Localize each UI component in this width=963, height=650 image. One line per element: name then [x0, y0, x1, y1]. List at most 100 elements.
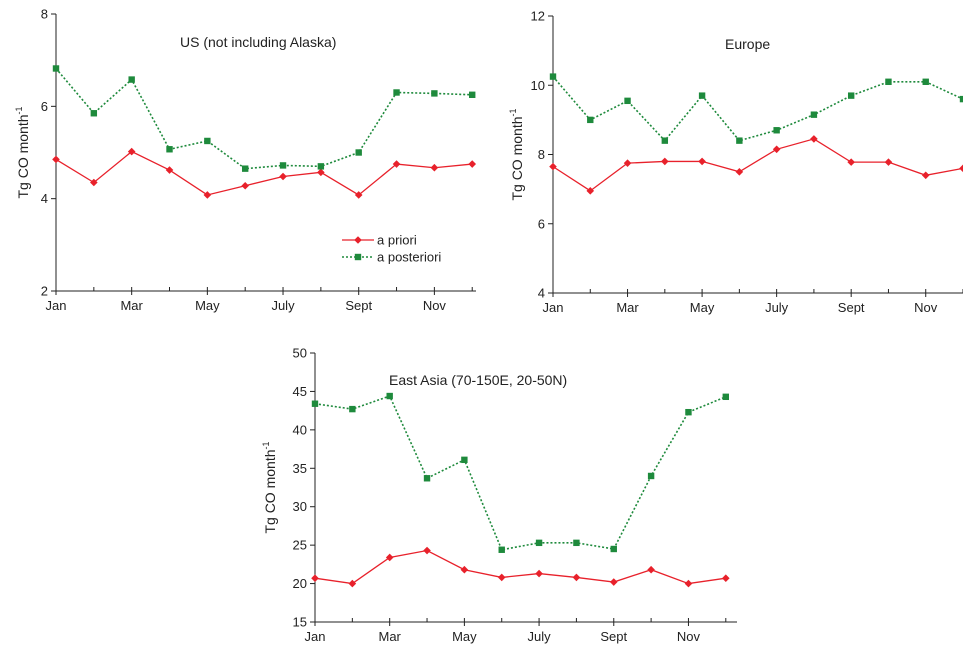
a-posteriori-point: [535, 539, 543, 547]
a-posteriori-point: [279, 162, 287, 169]
chart-2: 4 6 8 10 12 Jan Mar May July Sept Nov Europe Tg CO m…: [508, 9, 963, 315]
x-tick-label: July: [528, 629, 552, 644]
a-priori-point: [241, 181, 249, 190]
y-tick-label: 30: [293, 499, 307, 514]
a-posteriori-point: [959, 95, 963, 103]
a-priori-point: [735, 168, 744, 176]
y-tick-label: 15: [293, 615, 307, 630]
a-posteriori-point: [386, 392, 393, 400]
legend-marker: [354, 236, 362, 244]
a-priori-point: [52, 155, 60, 164]
y-tick-label: 35: [293, 461, 307, 476]
a-posteriori-line: [314, 395, 727, 551]
a-priori-point: [609, 578, 618, 586]
x-tick-label: Mar: [616, 300, 639, 315]
y-axis-label: Tg CO month-1: [14, 106, 31, 198]
a-posteriori-point: [204, 137, 211, 145]
a-priori-point: [165, 166, 174, 174]
a-priori-point: [772, 145, 781, 154]
x-tick-label: Sept: [345, 298, 372, 313]
a-priori-line: [314, 549, 726, 585]
a-posteriori-point: [469, 91, 476, 98]
x-tick-label: Nov: [423, 298, 447, 313]
a-posteriori-point: [52, 65, 60, 72]
a-posteriori-point: [461, 456, 468, 464]
y-tick-label: 8: [41, 7, 48, 22]
a-posteriori-point: [773, 127, 780, 134]
a-priori-point: [423, 546, 431, 555]
a-priori-point: [203, 191, 212, 199]
x-tick-label: Sept: [600, 629, 627, 644]
a-posteriori-point: [661, 137, 669, 144]
a-priori-point: [317, 168, 325, 177]
a-posteriori-point: [685, 408, 692, 416]
x-tick-label: Sept: [838, 300, 865, 315]
a-priori-point: [90, 178, 98, 187]
y-tick-label: 40: [293, 422, 307, 437]
a-priori-point: [549, 162, 557, 171]
a-posteriori-point: [166, 146, 173, 153]
x-tick-label: Nov: [914, 300, 938, 315]
a-posteriori-point: [393, 89, 400, 96]
a-priori-point: [586, 187, 595, 195]
a-posteriori-point: [128, 76, 135, 83]
a-posteriori-point: [885, 78, 892, 85]
y-tick-label: 12: [531, 9, 545, 24]
a-posteriori-point: [317, 163, 325, 170]
a-posteriori-point: [573, 539, 580, 547]
x-tick-label: Mar: [120, 298, 143, 313]
a-posteriori-point: [241, 165, 249, 172]
y-tick-label: 4: [41, 191, 48, 206]
a-posteriori-point: [90, 110, 98, 117]
x-tick-label: July: [271, 298, 295, 313]
chart-title: East Asia (70-150E, 20-50N): [389, 372, 567, 388]
a-priori-point: [684, 579, 693, 588]
y-tick-label: 25: [293, 538, 307, 553]
y-tick-label: 6: [41, 99, 48, 114]
a-posteriori-point: [624, 97, 631, 105]
a-priori-point: [810, 135, 818, 143]
a-posteriori-point: [423, 475, 431, 482]
a-posteriori-point: [587, 116, 594, 124]
a-priori-point: [959, 164, 963, 173]
a-priori-point: [623, 159, 632, 167]
a-priori-line: [552, 138, 963, 192]
legend-label: a priori: [377, 233, 417, 248]
a-posteriori-point: [647, 472, 655, 480]
a-posteriori-point: [349, 405, 356, 413]
a-priori-point: [354, 191, 363, 199]
x-tick-label: May: [195, 298, 220, 313]
x-tick-label: May: [452, 629, 477, 644]
a-posteriori-line: [552, 76, 963, 142]
y-tick-label: 6: [538, 216, 545, 231]
a-posteriori-point: [431, 90, 438, 97]
a-posteriori-line: [55, 67, 473, 170]
a-priori-point: [468, 160, 477, 168]
a-posteriori-point: [922, 78, 929, 85]
a-priori-point: [572, 573, 581, 582]
a-priori-line: [55, 150, 473, 196]
y-tick-label: 4: [538, 286, 545, 301]
legend-marker: [354, 253, 362, 261]
a-priori-point: [127, 147, 136, 156]
a-posteriori-point: [736, 137, 743, 144]
a-priori-point: [647, 565, 655, 574]
chart-title: Europe: [725, 36, 770, 52]
a-priori-point: [279, 172, 287, 181]
legend-label: a posteriori: [377, 250, 441, 265]
a-priori-point: [884, 158, 893, 166]
a-priori-point: [385, 553, 394, 562]
chart-3: 15 20 25 30 35 40 45 50 Jan Mar May July Sept Nov East…: [261, 346, 737, 644]
x-tick-label: May: [690, 300, 715, 315]
legend: a priori a posteriori: [342, 233, 441, 265]
y-axis-label: Tg CO month-1: [508, 108, 525, 200]
a-priori-point: [497, 573, 506, 582]
a-posteriori-point: [722, 393, 729, 401]
y-tick-label: 50: [293, 346, 307, 361]
a-posteriori-point: [498, 546, 505, 553]
a-priori-point: [721, 574, 730, 582]
x-tick-label: Jan: [305, 629, 326, 644]
a-priori-point: [311, 574, 319, 582]
y-tick-label: 10: [531, 78, 545, 93]
